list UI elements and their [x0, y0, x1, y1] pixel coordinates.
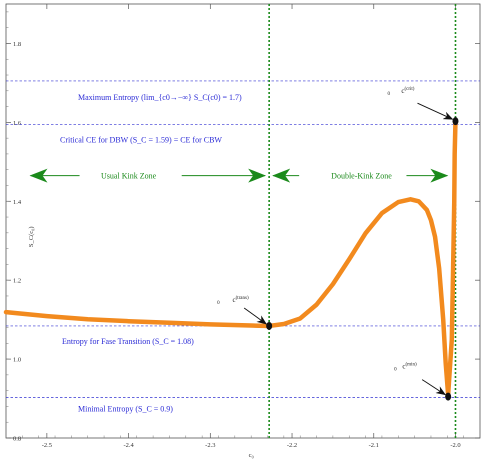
usual-kink-zone-label: Usual Kink Zone [101, 172, 157, 181]
min-entropy-annotation: Minimal Entropy (S_C = 0.9) [78, 404, 173, 413]
x-tick-label: -2.5 [42, 442, 52, 449]
max-entropy-annotation: Maximum Entropy (lim_{c0→−∞} S_C(c0) = 1… [78, 93, 242, 102]
y-tick-label: 0.8 [13, 436, 21, 443]
x-tick-label: -2.0 [450, 442, 460, 449]
x-tick-label: -2.3 [205, 442, 215, 449]
series-line [3, 118, 458, 397]
x-axis-label: c₀ [249, 452, 254, 459]
y-axis-ticks: 0.8 1.0 1.2 1.4 1.6 1.8 [6, 11, 480, 443]
transition-entropy-annotation: Entropy for Fase Transition (S_C = 1.08) [62, 337, 194, 346]
x-tick-label: -2.2 [287, 442, 297, 449]
x-tick-label: -2.4 [123, 442, 134, 449]
x-tick-label: -2.1 [369, 442, 379, 449]
point-arrows [243, 102, 454, 396]
entropy-curve [3, 118, 458, 397]
critical-entropy-annotation: Critical CE for DBW (S_C = 1.59) = CE fo… [60, 135, 222, 144]
point-arrow [421, 379, 446, 396]
y-tick-label: 1.0 [13, 357, 21, 364]
x-axis-ticks: -2.5 -2.4 -2.3 -2.2 -2.1 -2.0 [5, 4, 464, 449]
marked-points: c(trans) 0 c(min) 0 c(crit) 0 [217, 87, 459, 401]
marked-point [445, 392, 452, 401]
marked-point [266, 321, 273, 330]
reference-lines [6, 4, 480, 438]
plot-border [5, 3, 481, 439]
point-label: c(crit) 0 [387, 87, 414, 97]
y-tick-label: 1.4 [13, 199, 22, 206]
y-tick-label: 1.2 [13, 278, 21, 285]
point-label: c(min) 0 [394, 363, 417, 373]
point-label: c(trans) 0 [217, 296, 249, 306]
y-tick-label: 1.8 [13, 41, 21, 48]
marked-point [452, 117, 459, 126]
double-kink-zone-label: Double-Kink Zone [331, 172, 392, 181]
plot-frame [5, 3, 481, 439]
point-arrow [243, 307, 267, 325]
point-arrow [417, 102, 454, 120]
y-tick-label: 1.6 [13, 120, 22, 127]
y-axis-label: S_C(c₀) [28, 226, 35, 247]
